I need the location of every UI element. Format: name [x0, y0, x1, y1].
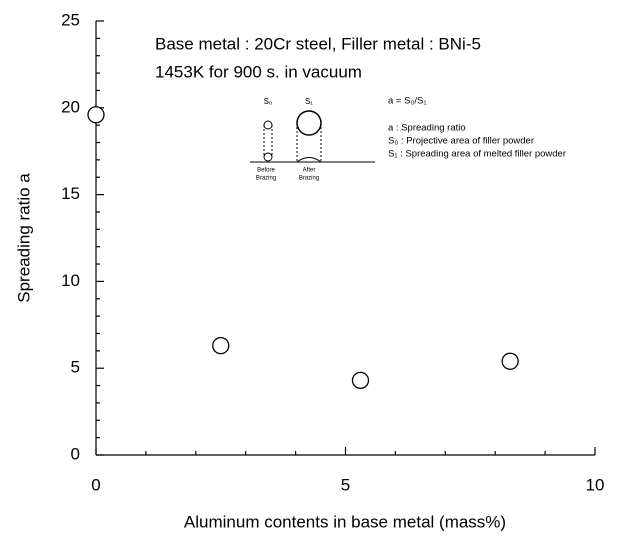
inset-label: S₀ [264, 97, 273, 106]
point [501, 352, 519, 370]
inset-shape [263, 152, 273, 162]
inset-shape [263, 120, 273, 130]
inset-legend: S₀ : Projective area of filler powder [388, 136, 534, 147]
inset-label: Before [257, 168, 275, 174]
y-tick-label: 0 [71, 444, 80, 463]
inset-legend: S₁ : Spreading area of melted filler pow… [388, 149, 566, 160]
y-axis-title: Spreading ratio a [14, 173, 33, 303]
inset-label: After [303, 168, 316, 174]
inset-label: Brazing [299, 176, 319, 182]
point [212, 336, 230, 355]
inset-formula: a = S₀/S₁ [388, 96, 427, 107]
annotation: 1453K for 900 s. in vacuum [155, 62, 362, 81]
annotation: Base metal : 20Cr steel, Filler metal : … [155, 34, 481, 53]
x-axis-title: Aluminum contents in base metal (mass%) [184, 512, 506, 531]
inset-shape [296, 157, 322, 163]
x-tick-label: 5 [341, 475, 350, 494]
y-tick-label: 15 [61, 184, 80, 203]
point [87, 106, 105, 124]
inset: S₀ S₁ Before Brazing After Brazing a = S… [250, 96, 566, 182]
x-tick-label: 10 [586, 475, 605, 494]
inset-shape [296, 110, 322, 136]
inset-label: Brazing [256, 176, 276, 182]
inset-label: S₁ [305, 97, 313, 106]
y-tick-label: 5 [71, 358, 80, 377]
y-tick-label: 25 [61, 10, 80, 29]
y-tick-label: 20 [61, 97, 80, 116]
y-tick-label: 10 [61, 271, 80, 290]
point [351, 371, 370, 390]
inset-legend: a : Spreading ratio [388, 123, 466, 134]
x-tick-label: 0 [91, 475, 100, 494]
